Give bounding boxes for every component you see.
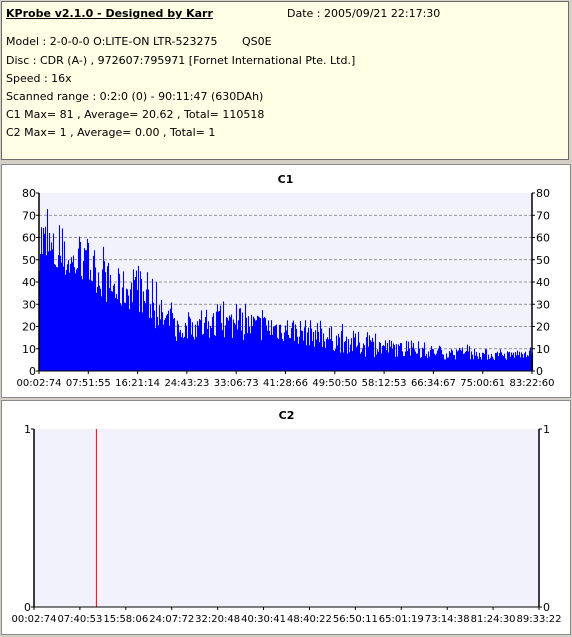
x-tick-label: 73:14:38 xyxy=(425,614,470,625)
x-tick-label: 66:34:67 xyxy=(411,378,456,389)
y-tick-label-left: 60 xyxy=(22,232,36,245)
y-tick-label-right: 60 xyxy=(536,232,550,245)
y-tick-label-right: 0 xyxy=(536,365,543,378)
c2-chart-panel: C2 0 0 1 1 00:02:74 07:40:53 15:58:06 24:07:72 32… xyxy=(1,400,571,635)
y-tick-label-right: 70 xyxy=(536,209,550,222)
x-tick-label: 58:12:53 xyxy=(362,378,407,389)
x-tick-label: 83:22:60 xyxy=(510,378,555,389)
x-tick-label: 75:00:61 xyxy=(460,378,505,389)
y-tick-label-right: 10 xyxy=(536,343,550,356)
plot-area xyxy=(34,429,539,607)
x-tick-label: 56:50:11 xyxy=(333,614,378,625)
y-tick-label-right: 30 xyxy=(536,298,550,311)
y-tick-label-left: 70 xyxy=(22,209,36,222)
y-tick-label-left: 50 xyxy=(22,254,36,267)
x-tick-label: 41:28:66 xyxy=(263,378,308,389)
info-panel: KProbe v2.1.0 - Designed by Karr Date : … xyxy=(1,1,569,160)
model-line: Model : 2-0-0-0 O:LITE-ON LTR-523275 QS0… xyxy=(6,35,272,48)
disc-line: Disc : CDR (A-) , 972607:795971 [Fornet … xyxy=(6,54,356,67)
x-tick-label: 40:30:41 xyxy=(241,614,286,625)
y-tick-label-right: 40 xyxy=(536,276,550,289)
y-tick-label-left: 30 xyxy=(22,298,36,311)
y-tick-label-left: 10 xyxy=(22,343,36,356)
c1-chart: C1 0 0 10 10 20 20 30 30 40 40 50 50 60 60 70 70 80 80 00:0… xyxy=(17,173,555,389)
x-tick-label: 48:40:22 xyxy=(287,614,332,625)
scan-date: Date : 2005/09/21 22:17:30 xyxy=(287,7,441,20)
c2-stats-line: C2 Max= 1 , Average= 0.00 , Total= 1 xyxy=(6,126,216,139)
x-tick-label: 65:01:19 xyxy=(379,614,424,625)
x-tick-label: 89:33:22 xyxy=(517,614,562,625)
x-tick-label: 07:51:55 xyxy=(66,378,111,389)
y-tick-label-right: 20 xyxy=(536,321,550,334)
y-tick-label-left: 20 xyxy=(22,321,36,334)
y-tick-label-right: 0 xyxy=(543,601,550,614)
c2-chart: C2 0 0 1 1 00:02:74 07:40:53 15:58:06 24:07:72 32… xyxy=(12,409,562,625)
chart-title: C1 xyxy=(278,173,294,186)
y-tick-label-left: 0 xyxy=(24,601,31,614)
y-tick-label-right: 50 xyxy=(536,254,550,267)
chart-title: C2 xyxy=(279,409,295,422)
x-tick-label: 49:50:50 xyxy=(312,378,357,389)
range-line: Scanned range : 0:2:0 (0) - 90:11:47 (63… xyxy=(6,90,264,103)
y-tick-label-left: 0 xyxy=(29,365,36,378)
x-tick-label: 32:20:48 xyxy=(195,614,240,625)
y-tick-label-right: 80 xyxy=(536,187,550,200)
y-tick-label-left: 40 xyxy=(22,276,36,289)
y-tick-label-right: 1 xyxy=(543,423,550,436)
x-tick-label: 24:07:72 xyxy=(149,614,194,625)
y-tick-label-left: 1 xyxy=(24,423,31,436)
c1-stats-line: C1 Max= 81 , Average= 20.62 , Total= 110… xyxy=(6,108,265,121)
c1-chart-panel: C1 0 0 10 10 20 20 30 30 40 40 50 50 60 60 70 70 80 80 00:0… xyxy=(1,164,571,398)
x-tick-label: 81:24:30 xyxy=(471,614,516,625)
x-tick-label: 24:43:23 xyxy=(164,378,209,389)
x-tick-label: 00:02:74 xyxy=(17,378,62,389)
x-tick-label: 33:06:73 xyxy=(214,378,259,389)
x-tick-label: 00:02:74 xyxy=(12,614,57,625)
app-title: KProbe v2.1.0 - Designed by Karr xyxy=(6,7,213,20)
y-tick-label-left: 80 xyxy=(22,187,36,200)
x-tick-label: 16:21:14 xyxy=(115,378,160,389)
speed-line: Speed : 16x xyxy=(6,72,72,85)
x-tick-label: 15:58:06 xyxy=(103,614,148,625)
x-tick-label: 07:40:53 xyxy=(57,614,102,625)
